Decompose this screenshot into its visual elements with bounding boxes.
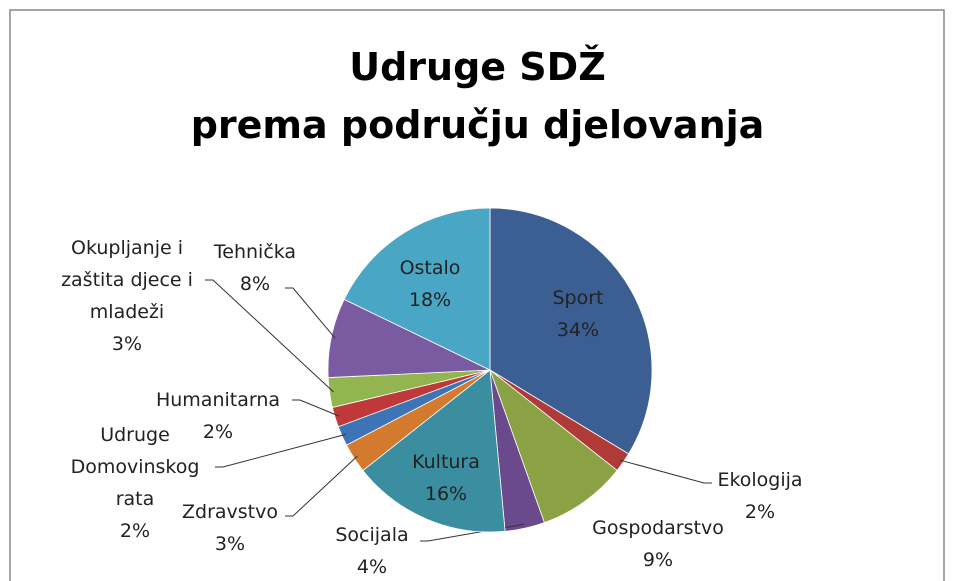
category-label: Ostalo: [399, 257, 461, 279]
category-label: Ekologija: [717, 469, 803, 491]
value-label: 3%: [214, 533, 246, 555]
slice-label: Tehnička 8%: [205, 236, 305, 300]
value-label: 4%: [356, 556, 388, 578]
category-label: Udruge Domovinskog rata: [70, 424, 200, 510]
value-label: 2%: [744, 501, 776, 523]
category-label: Gospodarstvo: [592, 517, 724, 539]
value-label: 9%: [642, 549, 674, 571]
chart-title: Udruge SDŽ prema području djelovanja: [190, 45, 765, 147]
category-label: Sport: [552, 287, 604, 309]
value-label: 2%: [119, 520, 151, 542]
value-label: 34%: [556, 319, 600, 341]
pie-slice: [343, 207, 491, 371]
leader-line: [285, 455, 358, 517]
slice-label: Humanitarna 2%: [148, 384, 288, 448]
value-label: 8%: [239, 273, 271, 295]
category-label: Kultura: [412, 451, 480, 473]
slice-label: Ostalo 18%: [380, 252, 480, 316]
value-label: 3%: [111, 333, 143, 355]
leader-line: [215, 433, 346, 468]
category-label: Humanitarna: [155, 389, 281, 411]
value-label: 16%: [424, 483, 468, 505]
leader-line: [292, 399, 340, 417]
pie-slice: [489, 368, 618, 524]
slice-label: Ekologija 2%: [705, 464, 815, 528]
slice-label: Udruge Domovinskog rata 2%: [60, 419, 210, 547]
pie-slice: [489, 207, 653, 455]
value-label: 18%: [408, 289, 452, 311]
category-label: Okupljanje i zaštita djece i mladeži: [61, 237, 193, 323]
value-label: 2%: [202, 421, 234, 443]
leader-line: [619, 459, 712, 484]
slice-label: Sport 34%: [538, 282, 618, 346]
category-label: Zdravstvo: [182, 501, 278, 523]
leader-line: [285, 287, 336, 339]
slice-label: Okupljanje i zaštita djece i mladeži 3%: [47, 232, 207, 360]
category-label: Socijala: [335, 524, 409, 546]
slice-label: Zdravstvo 3%: [175, 496, 285, 560]
pie-slice: [362, 369, 506, 533]
slice-label: Socijala 4%: [322, 519, 422, 581]
chart-border: [9, 9, 945, 581]
slice-label: Kultura 16%: [396, 446, 496, 510]
slice-label: Gospodarstvo 9%: [578, 512, 738, 576]
leader-line: [205, 279, 334, 393]
category-label: Tehnička: [213, 241, 297, 263]
